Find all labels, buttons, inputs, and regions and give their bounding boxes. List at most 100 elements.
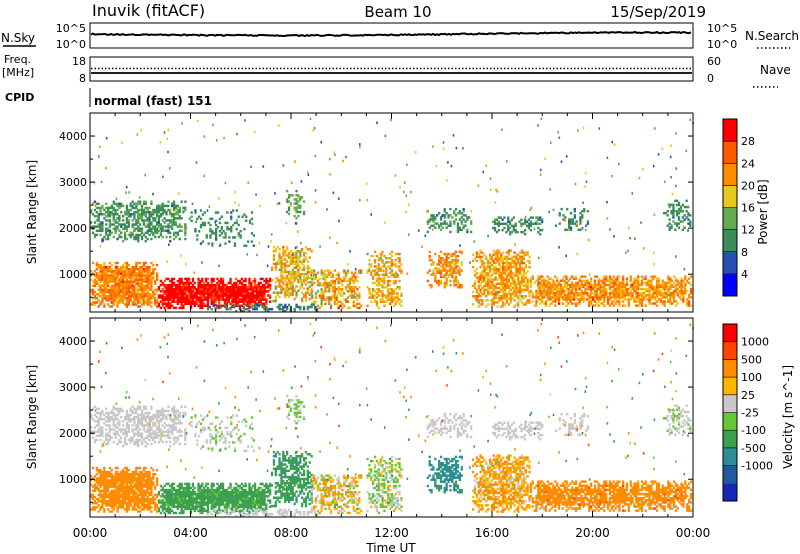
power-cell: [657, 289, 661, 293]
power-cell: [451, 265, 454, 268]
power-cell: [618, 298, 621, 301]
power-cell: [232, 236, 235, 239]
power-cell: [408, 203, 410, 206]
power-cell: [584, 185, 587, 188]
power-cell: [513, 295, 516, 298]
power-cell: [513, 292, 516, 296]
power-cell: [571, 302, 574, 305]
power-cell: [576, 302, 580, 305]
power-cell: [97, 206, 100, 210]
power-cell: [558, 283, 561, 287]
power-cell: [267, 309, 270, 313]
power-cell: [387, 257, 390, 260]
power-cell: [614, 294, 617, 297]
power-cell: [333, 296, 336, 299]
power-cell: [297, 196, 300, 199]
power-cell: [497, 222, 500, 226]
velocity-cell: [105, 481, 108, 484]
power-cell: [293, 206, 296, 209]
power-cell: [458, 226, 461, 229]
power-cell: [161, 206, 164, 210]
power-cell: [535, 222, 538, 226]
power-cell: [329, 283, 333, 287]
power-cell: [618, 300, 621, 303]
power-cell: [453, 269, 456, 272]
power-cell: [582, 275, 585, 278]
power-cell: [529, 279, 532, 282]
power-cell: [159, 294, 162, 297]
power-cell: [102, 238, 105, 242]
power-cell: [293, 287, 296, 290]
power-cell: [302, 200, 306, 203]
power-cell: [674, 289, 678, 293]
power-cell: [567, 287, 570, 291]
power-cell: [107, 227, 110, 230]
power-cell: [529, 208, 531, 212]
power-cell: [441, 267, 444, 270]
power-cell: [387, 281, 390, 285]
power-cell: [127, 268, 130, 271]
power-cell: [379, 298, 382, 301]
power-cell: [199, 294, 202, 297]
power-cell: [428, 283, 431, 287]
power-cell: [197, 296, 200, 299]
power-cell: [150, 200, 153, 203]
power-cell: [601, 285, 604, 289]
power-cell: [140, 284, 144, 288]
power-cell: [282, 305, 285, 309]
power-cell: [182, 286, 185, 289]
power-cell: [189, 290, 193, 293]
power-cell: [174, 294, 178, 297]
power-cell: [358, 302, 361, 306]
power-cell: [285, 221, 288, 225]
power-cell: [509, 220, 512, 224]
power-cell: [471, 259, 475, 263]
power-cell: [443, 286, 446, 289]
power-cell: [231, 292, 234, 295]
power-cell: [311, 296, 314, 299]
power-cell: [206, 288, 210, 291]
power-cell: [370, 294, 373, 297]
power-cell: [125, 237, 129, 241]
power-cell: [148, 221, 151, 224]
power-cell: [171, 215, 174, 218]
power-cell: [529, 285, 532, 289]
power-cell: [686, 298, 689, 301]
power-cell: [573, 210, 576, 213]
power-cell: [507, 284, 510, 288]
power-cell: [125, 227, 129, 230]
power-cell: [456, 271, 460, 274]
power-cell: [640, 283, 644, 287]
power-cell: [306, 248, 309, 251]
colorbar-segment: [723, 119, 737, 142]
power-cell: [622, 287, 625, 291]
nsky-label: N.Sky: [1, 31, 35, 45]
power-cell: [135, 237, 138, 241]
power-cell: [135, 263, 138, 267]
power-cell: [122, 301, 125, 304]
power-cell: [648, 289, 651, 293]
power-cell: [120, 276, 123, 279]
power-cell: [481, 263, 484, 267]
power-cell: [182, 294, 185, 297]
power-cell: [668, 222, 671, 225]
power-cell: [381, 292, 384, 295]
power-cell: [257, 286, 260, 289]
power-cell: [265, 279, 268, 283]
velocity-cell: [91, 485, 95, 488]
velocity-cell: [101, 489, 104, 493]
power-cell: [654, 296, 657, 299]
power-cell: [494, 268, 497, 271]
power-cell: [398, 302, 401, 306]
power-cell: [561, 296, 564, 299]
power-cell: [280, 260, 283, 263]
power-cell: [528, 255, 531, 259]
power-cell: [222, 236, 225, 239]
power-cell: [310, 291, 313, 294]
power-cell: [108, 210, 112, 214]
power-cell: [681, 210, 684, 213]
power-cell: [171, 223, 174, 226]
power-cell: [180, 290, 183, 293]
power-cell: [454, 214, 458, 217]
power-cell: [655, 279, 659, 282]
